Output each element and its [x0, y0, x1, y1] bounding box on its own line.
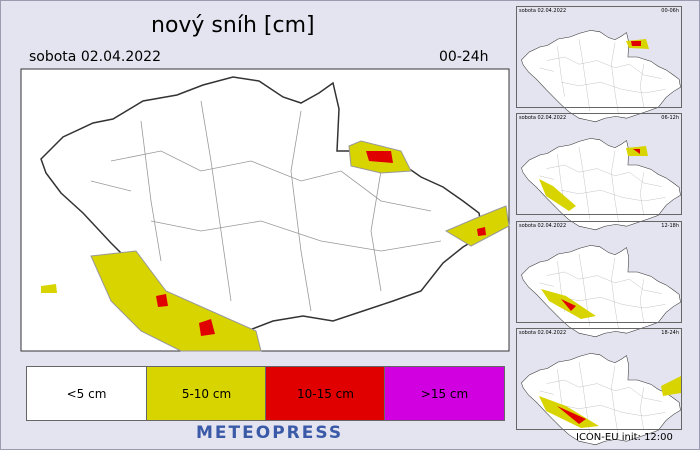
legend-item: 5-10 cm [146, 366, 267, 421]
panel-date: sobota 02.04.2022 [519, 330, 567, 336]
legend-item: >15 cm [384, 366, 505, 421]
panel-period: 06-12h [661, 115, 679, 121]
panel-period: 18-24h [661, 330, 679, 336]
panel: sobota 02.04.2022 00-06h [516, 6, 682, 108]
brand: METEOPRESS [196, 423, 344, 443]
panel: sobota 02.04.2022 18-24h [516, 328, 682, 430]
legend-item: 10-15 cm [265, 366, 386, 421]
footer: ICON-EU init: 12:00 [576, 432, 673, 443]
date: sobota 02.04.2022 [29, 49, 161, 65]
period: 00-24h [439, 49, 489, 65]
legend-item: <5 cm [26, 366, 147, 421]
panel: sobota 02.04.2022 06-12h [516, 113, 682, 215]
panel-period: 12-18h [661, 223, 679, 229]
panel-period: 00-06h [661, 8, 679, 14]
panel-date: sobota 02.04.2022 [519, 8, 567, 14]
title: nový sníh [cm] [151, 13, 315, 38]
panel-date: sobota 02.04.2022 [519, 223, 567, 229]
panel: sobota 02.04.2022 12-18h [516, 221, 682, 323]
panel-date: sobota 02.04.2022 [519, 115, 567, 121]
